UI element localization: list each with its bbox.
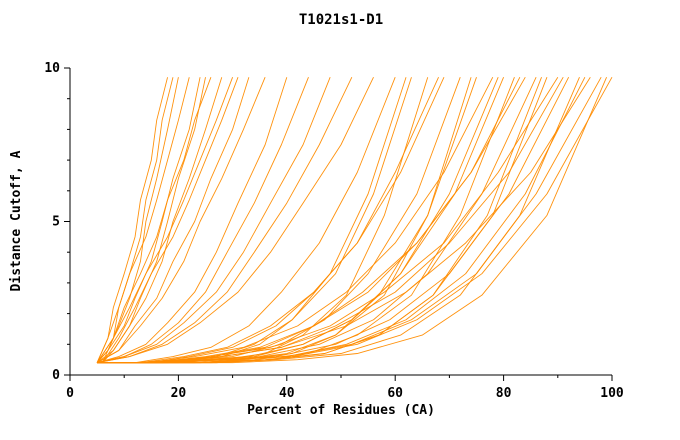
series-lines: [96, 76, 613, 364]
data-series-line: [96, 77, 168, 363]
x-tick-label: 80: [496, 386, 512, 401]
x-tick-label: 60: [387, 386, 403, 401]
y-tick-label: 5: [52, 215, 60, 230]
data-series-line: [97, 77, 331, 364]
data-series-line: [97, 77, 445, 364]
data-series-line: [97, 76, 559, 364]
data-series-line: [96, 77, 234, 363]
data-series-line: [107, 77, 499, 364]
data-series-line: [96, 77, 190, 363]
data-series-line: [96, 77, 179, 364]
y-tick-label: 0: [52, 368, 60, 383]
x-tick-label: 20: [171, 386, 187, 401]
data-series-line: [97, 77, 505, 364]
tick-labels: 0 20 40 60 80 100 0 5 10: [44, 61, 624, 401]
data-series-line: [107, 77, 439, 364]
data-series-line: [96, 77, 212, 363]
data-series-line: [97, 77, 309, 364]
data-series-line: [102, 77, 174, 363]
data-series-line: [96, 77, 250, 364]
data-series-line: [96, 77, 223, 364]
data-series-line: [96, 77, 288, 364]
data-series-line: [107, 77, 607, 364]
data-series-line: [107, 77, 586, 364]
data-series-line: [97, 77, 396, 364]
y-tick-label: 10: [44, 61, 60, 76]
data-series-line: [96, 77, 201, 364]
data-series-line: [97, 77, 374, 364]
data-series-line: [107, 77, 521, 364]
axes: [69, 68, 612, 376]
tick-marks: [64, 67, 613, 381]
x-tick-label: 0: [66, 386, 74, 401]
data-series-line: [102, 77, 239, 363]
chart-title: T1021s1-D1: [299, 12, 383, 28]
x-axis-label: Percent of Residues (CA): [247, 403, 435, 418]
data-series-line: [102, 77, 206, 364]
x-tick-label: 100: [600, 386, 624, 401]
data-series-line: [97, 77, 477, 364]
data-series-line: [96, 77, 266, 364]
y-axis-label: Distance Cutoff, A: [9, 150, 24, 291]
data-series-line: [97, 77, 353, 364]
data-series-line: [107, 76, 564, 364]
x-tick-label: 40: [279, 386, 295, 401]
